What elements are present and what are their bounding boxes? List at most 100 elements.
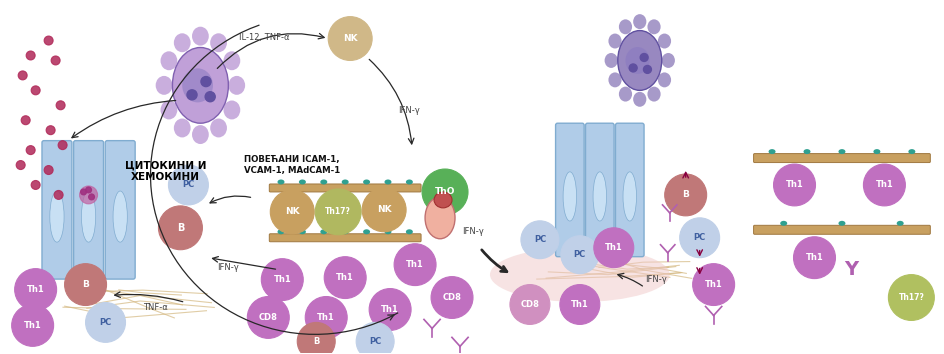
Circle shape <box>16 161 25 170</box>
FancyBboxPatch shape <box>752 154 929 162</box>
FancyBboxPatch shape <box>752 225 929 234</box>
Ellipse shape <box>802 149 810 154</box>
Text: CD8: CD8 <box>259 313 278 322</box>
Circle shape <box>168 165 209 205</box>
Ellipse shape <box>489 247 669 302</box>
Ellipse shape <box>174 33 191 52</box>
Ellipse shape <box>647 87 660 102</box>
Text: IFN-γ: IFN-γ <box>217 263 239 272</box>
Ellipse shape <box>604 53 617 68</box>
Circle shape <box>80 189 87 195</box>
Ellipse shape <box>223 51 240 70</box>
Ellipse shape <box>647 19 660 34</box>
Text: PC: PC <box>573 250 585 259</box>
Ellipse shape <box>50 191 64 242</box>
Ellipse shape <box>593 172 606 221</box>
Ellipse shape <box>298 179 306 184</box>
Ellipse shape <box>406 229 413 234</box>
Circle shape <box>793 237 834 279</box>
Ellipse shape <box>362 179 370 184</box>
Text: IFN-γ: IFN-γ <box>644 275 666 284</box>
Ellipse shape <box>406 179 413 184</box>
Text: IL-12, TNF-α: IL-12, TNF-α <box>239 33 289 42</box>
Ellipse shape <box>228 76 244 95</box>
Text: Th1: Th1 <box>704 280 722 289</box>
Text: PC: PC <box>182 181 194 189</box>
Ellipse shape <box>425 197 455 239</box>
Text: ThO: ThO <box>434 187 455 196</box>
Circle shape <box>664 174 706 216</box>
Circle shape <box>21 116 30 125</box>
Text: Th1: Th1 <box>604 243 622 252</box>
Circle shape <box>64 264 107 306</box>
Ellipse shape <box>384 229 391 234</box>
Text: Th1: Th1 <box>26 285 44 294</box>
Circle shape <box>887 275 934 320</box>
Ellipse shape <box>618 19 632 34</box>
Text: Th1: Th1 <box>273 275 291 284</box>
Text: B: B <box>82 280 89 289</box>
Text: ПОВЕЋАНИ ICAM-1,
VCAM-1, MAdCAM-1: ПОВЕЋАНИ ICAM-1, VCAM-1, MAdCAM-1 <box>244 155 340 175</box>
Ellipse shape <box>780 221 786 226</box>
Circle shape <box>46 126 55 135</box>
Ellipse shape <box>192 27 209 46</box>
FancyBboxPatch shape <box>42 141 72 279</box>
Text: IFN-γ: IFN-γ <box>462 227 483 236</box>
Circle shape <box>187 90 197 100</box>
Ellipse shape <box>210 33 227 52</box>
Circle shape <box>51 56 60 65</box>
Text: ЦИТОКИНИ И
ХЕМОКИНИ: ЦИТОКИНИ И ХЕМОКИНИ <box>125 160 206 182</box>
FancyBboxPatch shape <box>615 123 644 257</box>
Ellipse shape <box>160 51 177 70</box>
Circle shape <box>15 269 57 310</box>
Text: Th1: Th1 <box>570 300 588 309</box>
Circle shape <box>56 101 65 110</box>
Circle shape <box>362 188 406 232</box>
Circle shape <box>773 164 815 206</box>
Circle shape <box>369 289 411 330</box>
Circle shape <box>324 257 365 298</box>
Ellipse shape <box>298 229 306 234</box>
Circle shape <box>593 228 633 268</box>
Circle shape <box>18 71 27 80</box>
Ellipse shape <box>174 119 191 137</box>
Text: Th1: Th1 <box>406 260 424 269</box>
Ellipse shape <box>223 101 240 119</box>
Text: TNF-α: TNF-α <box>143 303 168 312</box>
Ellipse shape <box>172 47 228 123</box>
Ellipse shape <box>563 172 576 221</box>
Text: B: B <box>177 223 184 233</box>
Circle shape <box>86 187 92 193</box>
Text: NK: NK <box>377 205 391 215</box>
Circle shape <box>270 190 314 234</box>
Circle shape <box>394 244 435 286</box>
Ellipse shape <box>608 34 621 48</box>
Circle shape <box>356 322 394 354</box>
Ellipse shape <box>182 68 212 102</box>
Circle shape <box>692 264 733 306</box>
Text: CD8: CD8 <box>520 300 539 309</box>
Circle shape <box>422 169 467 215</box>
Text: Th17?: Th17? <box>325 207 351 216</box>
Ellipse shape <box>632 92 646 107</box>
Ellipse shape <box>210 119 227 137</box>
Circle shape <box>44 166 53 175</box>
Ellipse shape <box>617 30 661 90</box>
Circle shape <box>79 186 97 204</box>
Circle shape <box>561 236 598 274</box>
Text: IFN-γ: IFN-γ <box>397 106 419 115</box>
Text: NK: NK <box>285 207 299 216</box>
Circle shape <box>639 53 648 61</box>
Ellipse shape <box>657 34 670 48</box>
FancyBboxPatch shape <box>269 234 421 242</box>
Circle shape <box>643 65 650 73</box>
Circle shape <box>520 221 558 259</box>
FancyBboxPatch shape <box>269 184 421 192</box>
Text: PC: PC <box>99 318 111 327</box>
Ellipse shape <box>113 191 127 242</box>
Ellipse shape <box>342 229 348 234</box>
Ellipse shape <box>767 149 775 154</box>
Text: Y: Y <box>844 260 857 279</box>
Ellipse shape <box>433 192 451 208</box>
Text: Th17?: Th17? <box>898 293 923 302</box>
